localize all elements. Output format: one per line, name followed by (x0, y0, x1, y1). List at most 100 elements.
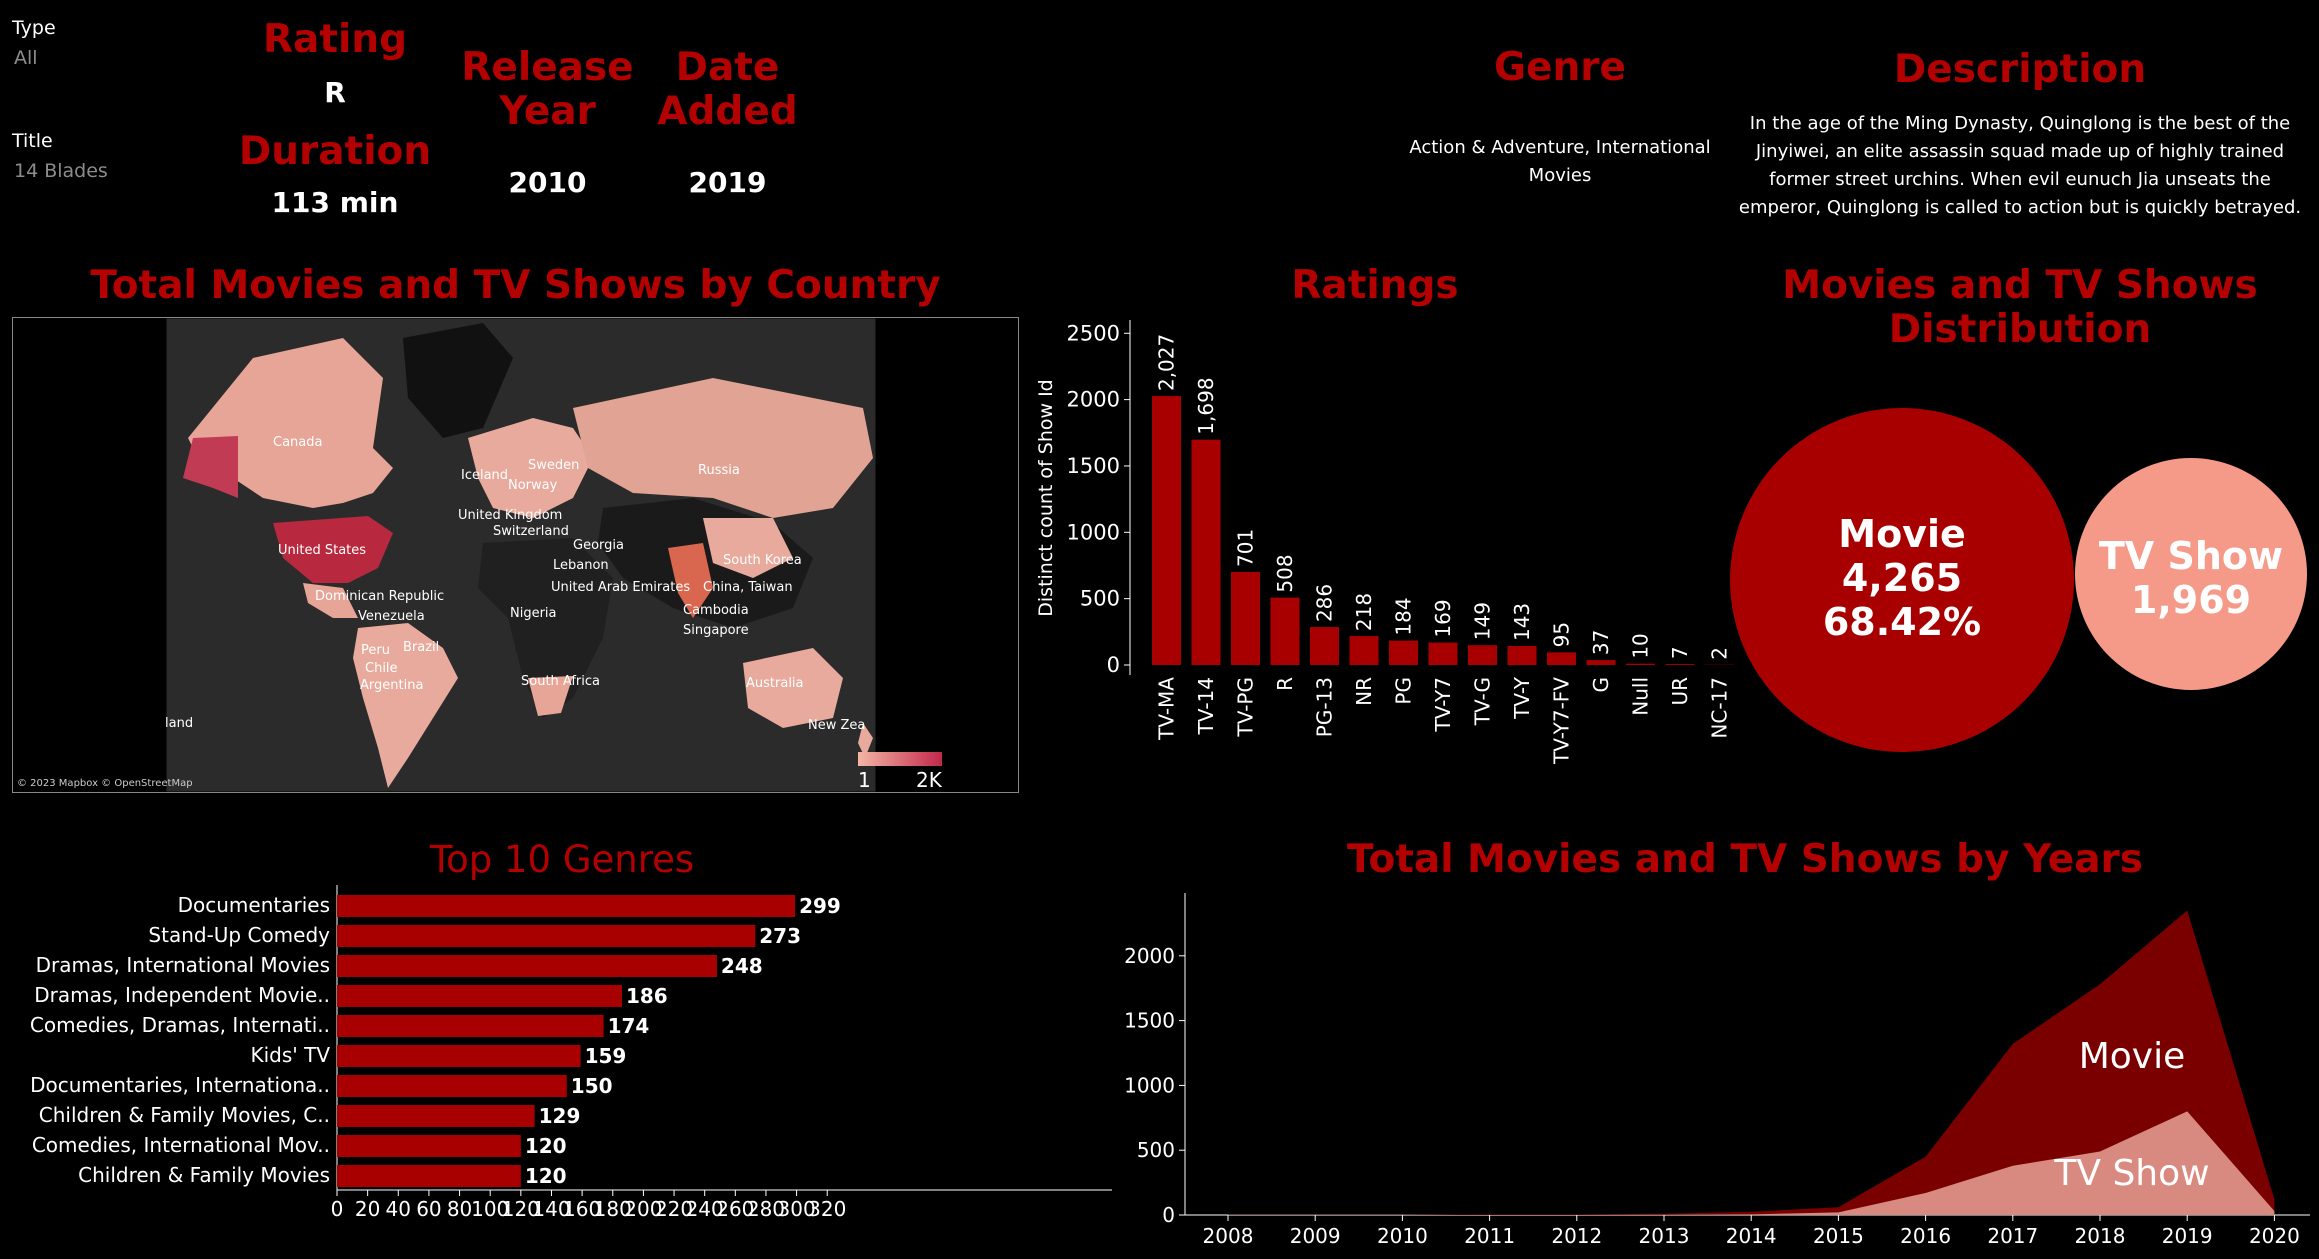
years-ytick-label: 1000 (1124, 1073, 1175, 1097)
map-credit[interactable]: © 2023 Mapbox © OpenStreetMap (17, 778, 193, 789)
map-label-iceland: Iceland (461, 468, 509, 483)
country-map[interactable]: Canada Iceland Sweden Norway Russia Unit… (12, 317, 1019, 793)
ratings-data-label: 143 (1510, 603, 1534, 641)
ratings-category-label: TV-Y (1510, 676, 1534, 720)
genres-bar (337, 1075, 567, 1097)
genres-xtick-label: 0 (331, 1197, 344, 1221)
ratings-data-label: 184 (1392, 597, 1416, 635)
years-xtick-label: 2013 (1639, 1224, 1690, 1248)
duration-value: 113 min (271, 186, 399, 219)
mexico-shape (303, 583, 358, 618)
years-tv-show-label: TV Show (2053, 1153, 2209, 1194)
map-label-canada: Canada (273, 435, 323, 450)
map-label-argentina: Argentina (360, 678, 424, 693)
alaska-shape (183, 436, 238, 498)
ratings-bar (1152, 396, 1181, 665)
ratings-data-label: 1,698 (1194, 377, 1218, 434)
years-chart: 0 500 1000 1500 2000 2008 2009 2010 2011 2012 2013… (1124, 893, 2310, 1248)
genres-data-label: 273 (759, 924, 801, 948)
genres-category-label: Children & Family Movies (78, 1163, 330, 1187)
genre-heading: Genre (1494, 45, 1626, 90)
ratings-data-label: 286 (1313, 584, 1337, 622)
map-label-south-africa: South Africa (521, 674, 600, 689)
ratings-data-label: 701 (1234, 529, 1258, 567)
genres-bar (337, 1165, 521, 1187)
ratings-category-label: Null (1629, 677, 1653, 716)
tv-show-bubble[interactable] (2075, 458, 2307, 690)
ratings-category-label: NR (1352, 677, 1376, 706)
map-label-united-states: United States (278, 543, 367, 558)
ratings-data-label: 95 (1550, 622, 1574, 647)
map-label-china-taiwan: China, Taiwan (703, 580, 793, 595)
genres-bar (337, 1105, 535, 1127)
ratings-category-label: PG (1392, 677, 1416, 705)
russia-shape (573, 378, 873, 518)
ratings-category-label: TV-G (1471, 677, 1495, 726)
genres-data-label: 248 (721, 954, 763, 978)
genres-xtick-label: 100 (471, 1197, 509, 1221)
movie-bubble[interactable] (1730, 408, 2074, 752)
ratings-ylabel: Distinct count of Show Id (1035, 379, 1057, 616)
years-xtick-label: 2012 (1551, 1224, 1602, 1248)
genres-data-label: 150 (571, 1074, 613, 1098)
ratings-bar (1231, 571, 1260, 665)
genres-category-label: Dramas, International Movies (36, 953, 330, 977)
genres-bar (337, 1045, 581, 1067)
type-filter-value[interactable]: All (14, 47, 38, 69)
map-label-new-zealand: New Zea (808, 718, 866, 733)
new-zealand-shape (858, 723, 873, 758)
ratings-data-label: 10 (1629, 633, 1653, 658)
india-shape (668, 543, 713, 618)
years-area-movie (1228, 910, 2275, 1215)
ratings-data-label: 7 (1668, 646, 1692, 659)
genres-data-label: 120 (525, 1164, 567, 1188)
ratings-data-label: 2 (1708, 647, 1732, 660)
genres-category-label: Stand-Up Comedy (148, 923, 330, 947)
genres-xtick-label: 140 (532, 1197, 570, 1221)
ratings-chart: Distinct count of Show Id 0 500 1000 1500 20… (1035, 320, 1734, 765)
ratings-bar (1428, 642, 1458, 665)
ratings-category-label: TV-14 (1194, 677, 1218, 735)
map-label-uk: United Kingdom (458, 508, 563, 523)
genres-bar (337, 895, 796, 917)
map-legend-ramp (858, 752, 942, 766)
genres-xtick-label: 300 (778, 1197, 816, 1221)
years-xtick-label: 2011 (1464, 1224, 1515, 1248)
ratings-data-label: 37 (1589, 630, 1613, 655)
map-label-uae: United Arab Emirates (551, 580, 691, 595)
ratings-data-label: 2,027 (1155, 334, 1179, 391)
ratings-category-label: R (1273, 677, 1297, 691)
map-label-nigeria: Nigeria (510, 606, 557, 621)
title-filter-value[interactable]: 14 Blades (14, 160, 108, 182)
genres-category-label: Dramas, Independent Movie.. (34, 983, 330, 1007)
map-label-south-korea: South Korea (723, 553, 802, 568)
ratings-title: Ratings (1291, 263, 1459, 308)
map-label-dominican-republic: Dominican Republic (315, 589, 445, 604)
europe-shape (468, 418, 593, 518)
ratings-category-label: PG-13 (1313, 677, 1337, 737)
rating-heading: Rating (262, 17, 408, 62)
ratings-bar (1547, 652, 1576, 665)
africa-shape (478, 538, 613, 718)
ratings-bar (1665, 664, 1695, 665)
date-added-value: 2019 (688, 166, 767, 199)
genres-bar (337, 1015, 604, 1037)
description-text: In the age of the Ming Dynasty, Quinglon… (1738, 113, 2302, 218)
ratings-bar (1468, 645, 1497, 665)
ratings-ytick-label: 1500 (1067, 454, 1120, 478)
genres-title: Top 10 Genres (429, 838, 695, 881)
ratings-data-label: 218 (1352, 593, 1376, 631)
map-label-georgia: Georgia (573, 538, 624, 553)
greenland-shape (403, 323, 513, 438)
years-xtick-label: 2010 (1377, 1224, 1428, 1248)
years-xtick-label: 2009 (1290, 1224, 1341, 1248)
map-canvas (165, 317, 877, 793)
ratings-category-label: UR (1668, 677, 1692, 706)
distribution-title: Movies and TV Shows Distribution (1782, 263, 2258, 352)
ratings-bar (1310, 627, 1339, 665)
map-label-cambodia: Cambodia (683, 603, 749, 618)
map-label-peru: Peru (361, 643, 390, 658)
ratings-category-label: TV-Y7-FV (1550, 677, 1574, 765)
ratings-data-label: 149 (1471, 602, 1495, 640)
ratings-category-label: G (1589, 677, 1613, 693)
